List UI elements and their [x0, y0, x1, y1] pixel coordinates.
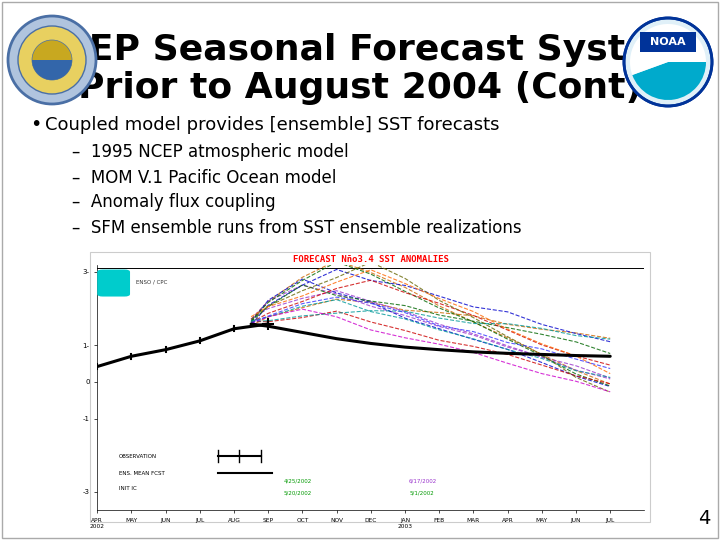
Text: INIT IC: INIT IC: [119, 485, 137, 491]
Text: ENS. MEAN FCST: ENS. MEAN FCST: [119, 471, 165, 476]
Wedge shape: [632, 62, 706, 100]
Text: –  1995 NCEP atmospheric model: – 1995 NCEP atmospheric model: [72, 143, 348, 161]
Text: –  MOM V.1 Pacific Ocean model: – MOM V.1 Pacific Ocean model: [72, 169, 336, 187]
Circle shape: [624, 18, 712, 106]
Text: –  SFM ensemble runs from SST ensemble realizations: – SFM ensemble runs from SST ensemble re…: [72, 219, 521, 237]
Text: 5/20/2002: 5/20/2002: [283, 491, 312, 496]
Circle shape: [18, 26, 86, 94]
Text: •: •: [30, 116, 41, 134]
Wedge shape: [32, 60, 72, 80]
Text: –  Anomaly flux coupling: – Anomaly flux coupling: [72, 193, 276, 211]
FancyBboxPatch shape: [97, 269, 130, 296]
Bar: [90, 252, 650, 522]
Text: 6/17/2002: 6/17/2002: [409, 478, 437, 483]
Text: 4: 4: [698, 509, 710, 528]
Title: FORECAST Nño3.4 SST ANOMALIES: FORECAST Nño3.4 SST ANOMALIES: [293, 255, 449, 264]
Circle shape: [32, 40, 72, 80]
Text: ENSO / CPC: ENSO / CPC: [135, 279, 167, 284]
Text: 5/1/2002: 5/1/2002: [409, 491, 434, 496]
Text: Prior to August 2004 (Cont): Prior to August 2004 (Cont): [78, 71, 642, 105]
Text: OBSERVATION: OBSERVATION: [119, 454, 157, 459]
Text: NOAA: NOAA: [650, 37, 686, 47]
Text: Coupled model provides [ensemble] SST forecasts: Coupled model provides [ensemble] SST fo…: [45, 116, 500, 134]
Wedge shape: [630, 24, 706, 75]
Text: 4/25/2002: 4/25/2002: [283, 478, 312, 483]
Circle shape: [8, 16, 96, 104]
Text: NCEP Seasonal Forecast System: NCEP Seasonal Forecast System: [32, 33, 688, 67]
Bar: [640, 32, 696, 52]
